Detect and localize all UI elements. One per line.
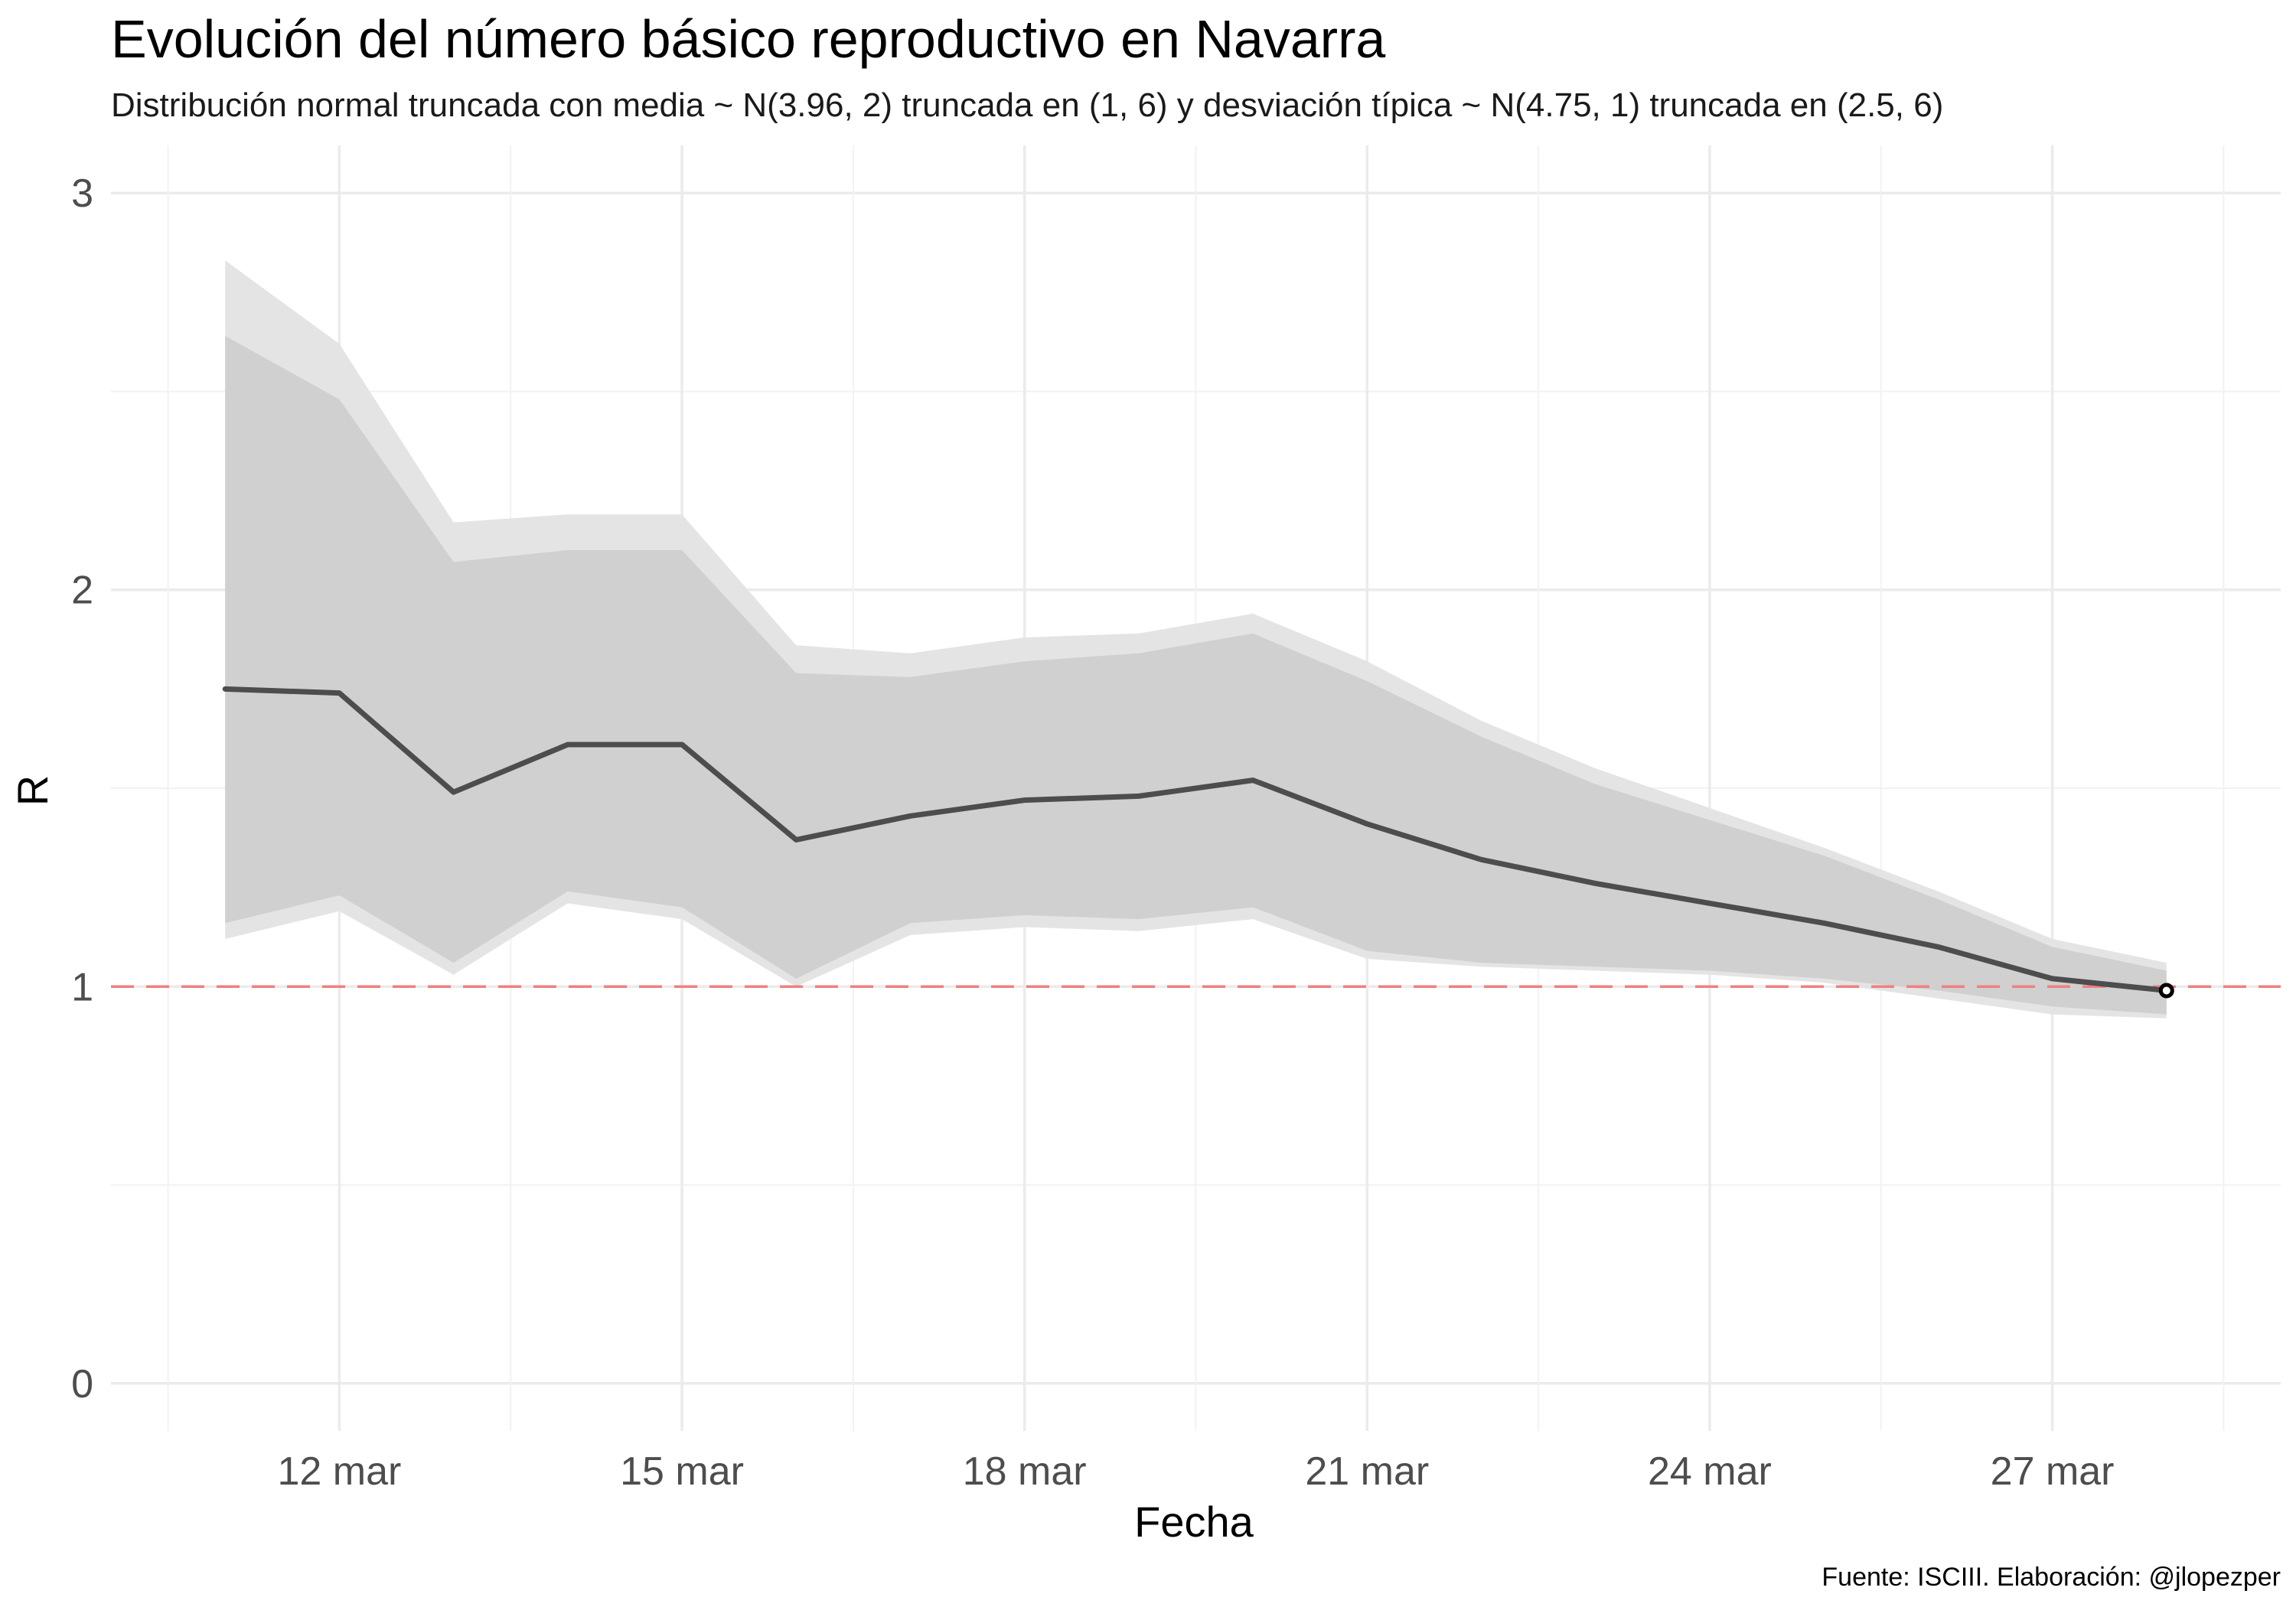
last-point-marker [2158, 983, 2174, 999]
x-axis-ticks: 12 mar 15 mar 18 mar 21 mar 24 mar 27 mar [277, 1449, 2114, 1494]
y-tick-label: 2 [71, 569, 93, 613]
x-tick-label: 12 mar [277, 1449, 401, 1494]
y-tick-label: 0 [71, 1362, 93, 1407]
chart-subtitle: Distribución normal truncada con media ~… [111, 86, 1943, 124]
x-axis-title: Fecha [1134, 1498, 1254, 1546]
y-tick-label: 1 [71, 965, 93, 1009]
x-tick-label: 27 mar [1991, 1449, 2115, 1494]
x-tick-label: 18 mar [963, 1449, 1087, 1494]
confidence-bands [225, 260, 2167, 1019]
series-group [222, 686, 2174, 999]
y-tick-label: 3 [71, 171, 93, 216]
chart-caption: Fuente: ISCIII. Elaboración: @jlopezper [1821, 1563, 2281, 1592]
x-tick-label: 24 mar [1648, 1449, 1772, 1494]
series-line [222, 686, 2170, 993]
y-axis-title: R [8, 775, 57, 806]
band-inner [225, 335, 2167, 1015]
x-tick-label: 15 mar [620, 1449, 744, 1494]
y-axis-ticks: 0 1 2 3 [71, 171, 93, 1407]
chart-title: Evolución del número básico reproductivo… [111, 9, 1385, 69]
x-tick-label: 21 mar [1305, 1449, 1429, 1494]
